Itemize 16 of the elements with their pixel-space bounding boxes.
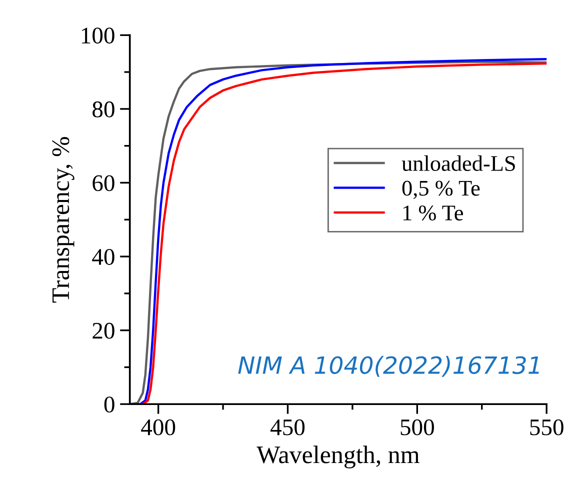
y-tick-label: 60: [92, 175, 114, 192]
x-tick-label: 500: [400, 419, 434, 436]
y-tick-label: 100: [82, 28, 114, 44]
x-tick-label: 400: [141, 419, 176, 436]
y-tick-label: 80: [92, 101, 114, 118]
y-tick-label: 20: [92, 322, 114, 339]
x-tick-label: 450: [270, 419, 305, 436]
y-tick-label: 0: [104, 396, 114, 413]
y-axis-title: Transparency, %: [52, 137, 74, 303]
x-axis-title: Wavelength, nm: [256, 446, 420, 468]
legend-label: 0,5 % Te: [402, 180, 480, 199]
x-tick-label: 550: [530, 419, 564, 436]
legend-label: 1 % Te: [403, 205, 463, 221]
y-tick-label: 40: [92, 249, 114, 265]
annotation: NIM A 1040(2022)167131: [238, 356, 539, 377]
legend-label: unloaded-LS: [402, 155, 515, 172]
